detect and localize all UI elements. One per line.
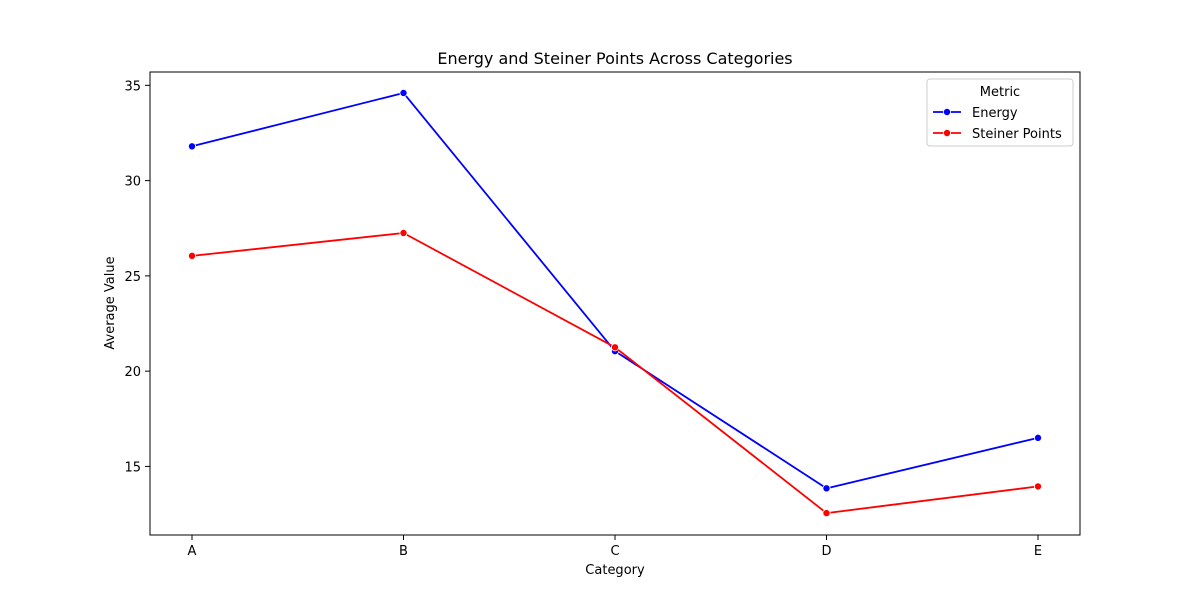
x-tick-label: A — [188, 544, 197, 559]
y-axis: 15 20 25 30 35 — [124, 79, 150, 475]
data-point-steiner-points — [822, 509, 831, 518]
legend-title: Metric — [980, 85, 1020, 100]
series-line-steiner-points — [191, 232, 1039, 514]
y-tick-label: 20 — [124, 365, 141, 380]
x-tick-label: E — [1034, 544, 1042, 559]
legend-entry-energy: Energy — [933, 106, 1018, 121]
y-axis-label: Average Value — [103, 256, 118, 349]
y-tick-label: 15 — [124, 460, 141, 475]
x-axis-label: Category — [585, 563, 645, 578]
series-line-energy — [191, 92, 1039, 490]
data-point-energy — [822, 484, 831, 493]
legend: Metric Energy Steiner Points — [926, 78, 1074, 147]
data-point-steiner-points — [187, 251, 196, 260]
legend-marker-energy — [943, 108, 952, 117]
data-point-energy — [1034, 433, 1043, 442]
legend-label-steiner-points: Steiner Points — [972, 127, 1062, 142]
series-energy — [187, 88, 1043, 493]
x-tick-label: C — [610, 544, 619, 559]
y-tick-label: 35 — [124, 79, 141, 94]
data-point-energy — [187, 142, 196, 151]
x-axis: A B C D E — [188, 535, 1042, 559]
x-tick-label: B — [399, 544, 408, 559]
series-steiner-points — [187, 229, 1043, 518]
x-tick-label: D — [821, 544, 831, 559]
data-point-steiner-points — [399, 229, 408, 238]
y-tick-label: 25 — [124, 270, 141, 285]
series-layer — [187, 88, 1043, 518]
legend-marker-steiner-points — [943, 128, 952, 137]
data-point-energy — [399, 88, 408, 97]
data-point-steiner-points — [611, 343, 620, 352]
legend-box — [926, 78, 1074, 147]
legend-entry-steiner-points: Steiner Points — [933, 127, 1062, 142]
chart-title: Energy and Steiner Points Across Categor… — [437, 49, 792, 68]
legend-label-energy: Energy — [972, 106, 1018, 121]
data-point-steiner-points — [1034, 482, 1043, 491]
y-tick-label: 30 — [124, 175, 141, 190]
